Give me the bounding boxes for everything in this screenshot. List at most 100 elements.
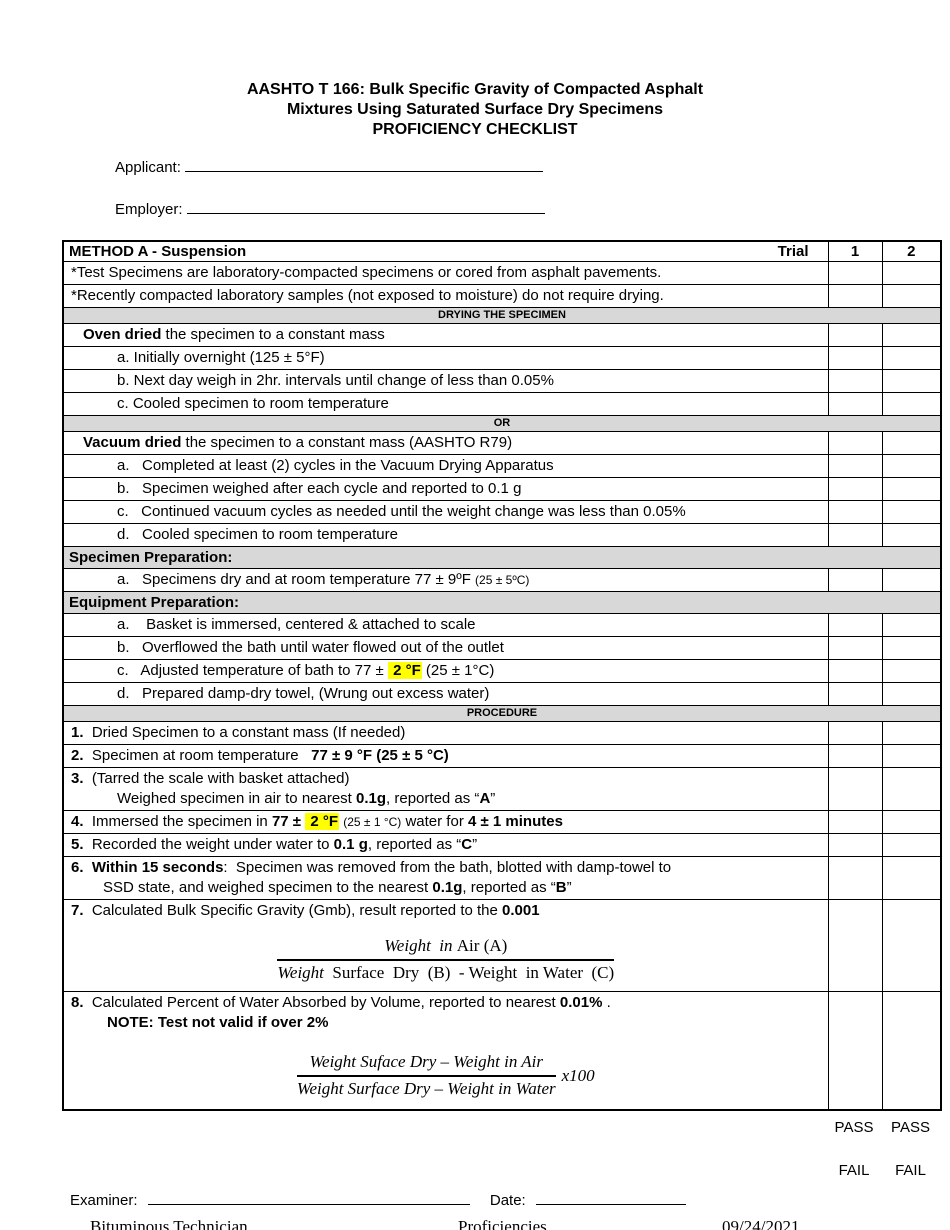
trial-2-cell[interactable] — [881, 523, 942, 547]
trial-2-cell[interactable] — [881, 261, 942, 285]
text-run: 6. — [71, 859, 84, 876]
trial-2-cell[interactable] — [881, 323, 942, 347]
trial-1-cell[interactable] — [827, 659, 883, 683]
row-text-cell: b. Overflowed the bath until water flowe… — [62, 636, 829, 660]
text-run: the specimen to a constant mass — [161, 326, 385, 343]
trial-1-cell[interactable] — [827, 613, 883, 637]
checklist-table: METHOD A - Suspension Trial 1 2 *Test Sp… — [62, 240, 942, 1111]
trial-1-cell[interactable] — [827, 568, 883, 592]
row-text-cell: a. Completed at least (2) cycles in the … — [62, 454, 829, 478]
row-text-cell: 4. Immersed the specimen in 77 ± 2 °F (2… — [62, 810, 829, 834]
text-run: , reported as “ — [367, 836, 462, 853]
trial-2-cell[interactable] — [881, 682, 942, 706]
trial-2-cell[interactable] — [881, 454, 942, 478]
trial-2-cell[interactable] — [881, 500, 942, 524]
row-text-cell: 6. Within 15 seconds: Specimen was remov… — [62, 856, 829, 900]
trial-1-cell[interactable] — [827, 721, 883, 745]
trial-1-cell[interactable] — [827, 323, 883, 347]
document-title: AASHTO T 166: Bulk Specific Gravity of C… — [0, 80, 950, 140]
trial-1-cell[interactable] — [827, 454, 883, 478]
table-row: c. Adjusted temperature of bath to 77 ± … — [62, 659, 942, 683]
trial-1-cell[interactable] — [827, 500, 883, 524]
trial-1-cell[interactable] — [827, 346, 883, 370]
trial-2-cell[interactable] — [881, 369, 942, 393]
trial-1-cell[interactable] — [827, 431, 883, 455]
employer-field[interactable] — [186, 200, 545, 214]
trial-2-cell[interactable] — [881, 810, 942, 834]
row-text-cell: 3. (Tarred the scale with basket attache… — [62, 767, 829, 811]
row-text-line: d. Prepared damp-dry towel, (Wrung out e… — [69, 684, 823, 704]
row-text-cell: d. Prepared damp-dry towel, (Wrung out e… — [62, 682, 829, 706]
text-run: : Specimen was removed from the bath, bl… — [223, 859, 672, 876]
table-row: 1. Dried Specimen to a constant mass (If… — [62, 721, 942, 745]
trial-2-cell[interactable] — [881, 392, 942, 416]
table-row: b. Next day weigh in 2hr. intervals unti… — [62, 369, 942, 393]
row-text-cell: 1. Dried Specimen to a constant mass (If… — [62, 721, 829, 745]
text-run: the specimen to a constant mass (AASHTO … — [181, 434, 513, 451]
trial-1-cell[interactable] — [827, 991, 883, 1111]
trial-1-cell[interactable] — [827, 767, 883, 811]
formula: Weight in Air (A) Weight Surface Dry (B) … — [69, 935, 823, 984]
text-run: Weight — [277, 963, 329, 982]
table-row: a. Initially overnight (125 ± 5°F) — [62, 346, 942, 370]
text-run: 3. — [71, 770, 84, 787]
trial-2-cell[interactable] — [881, 659, 942, 683]
examiner-field[interactable] — [147, 1191, 470, 1205]
row-text-line: *Recently compacted laboratory samples (… — [69, 286, 823, 306]
examiner-label: Examiner: — [70, 1192, 138, 1209]
trial-1-cell[interactable] — [827, 744, 883, 768]
employer-row: Employer: — [115, 200, 950, 220]
trial-2-cell[interactable] — [881, 721, 942, 745]
text-run: 0.1 g — [333, 836, 368, 853]
row-text-cell: a. Initially overnight (125 ± 5°F) — [62, 346, 829, 370]
trial-2-cell[interactable] — [881, 856, 942, 900]
trial-2-cell[interactable] — [881, 431, 942, 455]
trial-1-cell[interactable] — [827, 636, 883, 660]
trial-1-cell[interactable] — [827, 523, 883, 547]
trial-2-cell[interactable] — [881, 636, 942, 660]
section-band: PROCEDURE — [62, 705, 942, 722]
title-line-1: AASHTO T 166: Bulk Specific Gravity of C… — [246, 81, 704, 98]
fraction-numerator: Weight in Air (A) — [277, 935, 615, 961]
row-text-line: a. Basket is immersed, centered & attach… — [69, 615, 823, 635]
row-text-cell: b. Next day weigh in 2hr. intervals unti… — [62, 369, 829, 393]
trial-2-cell[interactable] — [881, 346, 942, 370]
row-text-line: c. Adjusted temperature of bath to 77 ± … — [69, 661, 823, 681]
trial-1-cell[interactable] — [827, 899, 883, 992]
trial-1-cell[interactable] — [827, 261, 883, 285]
table-row: a. Basket is immersed, centered & attach… — [62, 613, 942, 637]
trial-1-cell[interactable] — [827, 369, 883, 393]
title-line-2: Mixtures Using Saturated Surface Dry Spe… — [286, 101, 664, 118]
trial-1-cell[interactable] — [827, 856, 883, 900]
row-text-line: a. Specimens dry and at room temperature… — [69, 570, 823, 590]
trial-1-cell[interactable] — [827, 810, 883, 834]
trial-2-cell[interactable] — [881, 833, 942, 857]
trial-1-cell[interactable] — [827, 682, 883, 706]
trial-1-cell[interactable] — [827, 392, 883, 416]
text-run: 1. — [71, 724, 84, 741]
trial-2-cell[interactable] — [881, 613, 942, 637]
row-text-line: d. Cooled specimen to room temperature — [69, 525, 823, 545]
applicant-field[interactable] — [185, 158, 544, 172]
trial-2-cell[interactable] — [881, 744, 942, 768]
trial-2-cell[interactable] — [881, 991, 942, 1111]
text-run: a. Basket is immersed, centered & attach… — [117, 616, 476, 633]
trial-2-cell[interactable] — [881, 568, 942, 592]
trial-2-cell[interactable] — [881, 767, 942, 811]
fraction-numerator: Weight Suface Dry – Weight in Air — [296, 1051, 556, 1077]
row-text-cell: Oven dried the specimen to a constant ma… — [62, 323, 829, 347]
trial-2-cell[interactable] — [881, 477, 942, 501]
trial-1-cell[interactable] — [827, 477, 883, 501]
row-text-line: 1. Dried Specimen to a constant mass (If… — [69, 723, 823, 743]
trial-1-cell[interactable] — [827, 284, 883, 308]
trial-2-cell[interactable] — [881, 284, 942, 308]
trial-1-cell[interactable] — [827, 833, 883, 857]
date-field[interactable] — [535, 1191, 686, 1205]
footer-category: Proficiencies — [458, 1217, 547, 1230]
text-run — [84, 859, 92, 876]
text-run: 0.1g — [356, 790, 387, 807]
table-header-row: METHOD A - Suspension Trial 1 2 — [62, 240, 942, 262]
row-text-cell: 8. Calculated Percent of Water Absorbed … — [62, 991, 829, 1111]
table-row: 3. (Tarred the scale with basket attache… — [62, 767, 942, 811]
trial-2-cell[interactable] — [881, 899, 942, 992]
